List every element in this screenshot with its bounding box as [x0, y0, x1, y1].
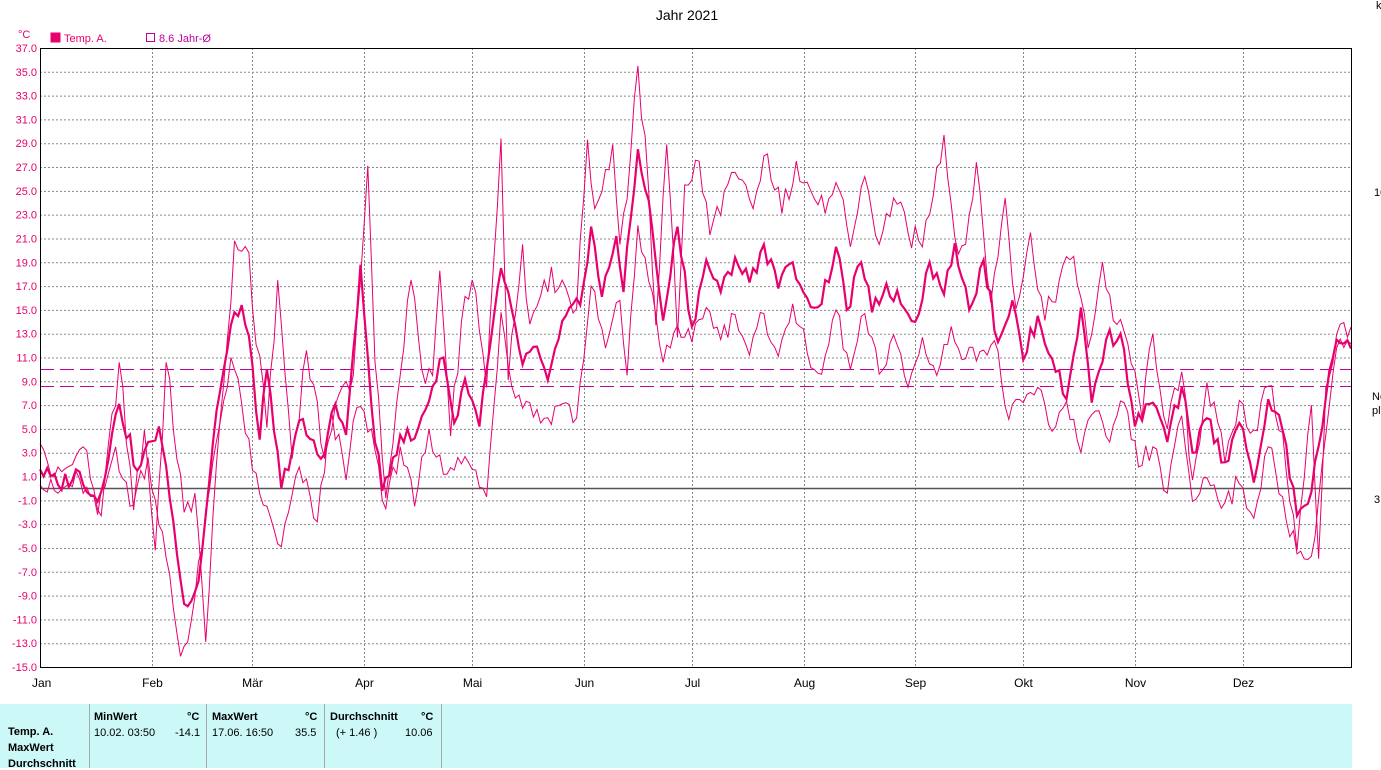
y-tick-label: -9.0	[18, 591, 37, 603]
min-time: 10.02. 03:50	[94, 727, 156, 739]
y-tick-label: 11.0	[16, 353, 37, 365]
temperature-chart: Jahr 2021 °C Temp. A. 8.6 Jahr-Ø 37.0 35.…	[12, 7, 1352, 690]
avg-value: 10.06	[405, 727, 433, 739]
y-tick-label: 9.0	[22, 376, 37, 388]
x-tick-label: Mär	[242, 676, 263, 690]
y-axis-unit: °C	[18, 29, 30, 41]
y-tick-label: 27.0	[16, 162, 37, 174]
x-tick-label: Jun	[575, 676, 594, 690]
x-tick-label: Apr	[355, 676, 374, 690]
y-tick-label: 15.0	[16, 305, 37, 317]
y-tick-label: 25.0	[16, 186, 37, 198]
series-line-mean	[39, 149, 1352, 608]
y-tick-label: 21.0	[16, 233, 37, 245]
legend-swatch-empty	[146, 33, 155, 42]
stats-row-label-max: MaxWert	[8, 742, 54, 754]
avg-delta: (+ 1.46 )	[336, 727, 378, 739]
avg-unit: °C	[421, 711, 434, 723]
edge-fragment: k	[1376, 0, 1381, 12]
y-tick-label: -15.0	[12, 662, 37, 674]
x-tick-label: Mai	[463, 676, 482, 690]
y-tick-label: -1.0	[18, 495, 37, 507]
y-tick-label: 37.0	[16, 43, 37, 55]
plot-frame	[40, 48, 1352, 668]
x-tick-label: Feb	[142, 676, 163, 690]
edge-fragment: 10	[1374, 187, 1381, 199]
chart-title: Jahr 2021	[656, 7, 718, 23]
y-tick-label: -3.0	[18, 519, 37, 531]
y-tick-label: -5.0	[18, 543, 37, 555]
y-tick-label: -7.0	[18, 567, 37, 579]
x-tick-label: Okt	[1014, 676, 1033, 690]
y-tick-labels: 37.0 35.0 33.0 31.0 29.0 27.0 25.0 23.0 21.0 19.0…	[12, 43, 37, 674]
stats-separator	[324, 704, 325, 768]
y-tick-label: 29.0	[16, 138, 37, 150]
x-tick-labels: Jan Feb Mär Apr Mai Jun Jul Aug Sep Okt Nov Dez	[32, 676, 1254, 690]
y-tick-label: 33.0	[16, 91, 37, 103]
stats-panel: Temp. A. MaxWert Durchschnitt MinWert °C…	[0, 704, 1352, 770]
x-tick-label: Dez	[1233, 676, 1254, 690]
series-line-min	[39, 225, 1352, 657]
max-time: 17.06. 16:50	[212, 727, 274, 739]
series-group	[39, 65, 1352, 657]
grid	[40, 48, 1351, 668]
stats-separator	[441, 704, 442, 768]
edge-fragment: No	[1372, 391, 1381, 403]
stats-row-label-temp: Temp. A.	[8, 726, 54, 738]
legend-swatch-filled	[50, 32, 61, 43]
edge-fragment: pl	[1372, 405, 1381, 417]
min-header: MinWert	[94, 711, 138, 723]
legend: Temp. A. 8.6 Jahr-Ø	[50, 32, 211, 45]
x-tick-label: Jul	[685, 676, 700, 690]
stats-separator	[206, 704, 207, 768]
legend-label-avg: 8.6 Jahr-Ø	[159, 33, 211, 45]
y-tick-label: 19.0	[16, 257, 37, 269]
x-tick-label: Jan	[32, 676, 51, 690]
y-tick-label: 5.0	[22, 424, 37, 436]
y-tick-label: 23.0	[16, 210, 37, 222]
avg-header: Durchschnitt	[330, 711, 398, 723]
background-window-edge: k 10 No pl 3	[1352, 0, 1381, 768]
y-tick-label: -11.0	[13, 614, 37, 626]
y-tick-label: 7.0	[22, 400, 37, 412]
min-value: -14.1	[175, 727, 201, 739]
x-tick-label: Sep	[905, 676, 927, 690]
legend-label-temp: Temp. A.	[64, 33, 107, 45]
y-tick-label: 17.0	[16, 281, 37, 293]
y-tick-label: -13.0	[12, 638, 37, 650]
y-tick-label: 13.0	[16, 329, 37, 341]
stats-separator	[89, 704, 90, 768]
max-unit: °C	[305, 711, 318, 723]
max-header: MaxWert	[212, 711, 258, 723]
x-tick-label: Nov	[1125, 676, 1146, 690]
x-tick-label: Aug	[794, 676, 815, 690]
y-tick-label: 1.0	[22, 472, 37, 484]
y-tick-label: 31.0	[16, 114, 37, 126]
max-value: 35.5	[295, 727, 317, 739]
series-line-max	[39, 65, 1352, 643]
min-unit: °C	[187, 711, 200, 723]
y-tick-label: 3.0	[22, 448, 37, 460]
stats-row-label-avg: Durchschnitt	[8, 758, 76, 770]
y-tick-label: 35.0	[16, 67, 37, 79]
edge-fragment: 3	[1374, 494, 1381, 506]
